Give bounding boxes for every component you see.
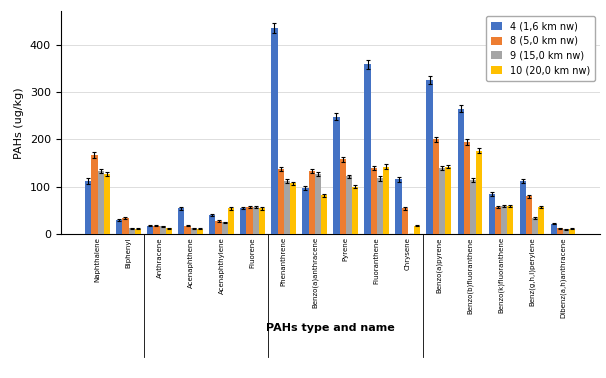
Bar	[339, 160, 346, 234]
Y-axis label: PAHs (ug/kg): PAHs (ug/kg)	[14, 87, 24, 159]
Bar	[377, 178, 383, 234]
Bar	[551, 224, 557, 234]
Bar	[278, 169, 284, 234]
Bar	[321, 195, 327, 234]
Bar	[538, 207, 544, 234]
Bar	[439, 168, 445, 234]
Bar	[464, 142, 470, 234]
Bar	[519, 181, 526, 234]
Bar	[501, 206, 507, 234]
Bar	[284, 181, 290, 234]
Bar	[85, 181, 92, 234]
Bar	[216, 221, 222, 234]
Bar	[476, 151, 482, 234]
Bar	[302, 188, 308, 234]
Bar	[122, 218, 128, 234]
Bar	[402, 208, 408, 234]
X-axis label: PAHs type and name: PAHs type and name	[266, 323, 395, 333]
Bar	[166, 228, 172, 234]
Bar	[104, 174, 110, 234]
Bar	[98, 171, 104, 234]
Bar	[222, 223, 228, 234]
Bar	[178, 208, 184, 234]
Bar	[557, 228, 563, 234]
Bar	[135, 229, 141, 234]
Bar	[290, 183, 296, 234]
Bar	[228, 208, 234, 234]
Bar	[346, 177, 352, 234]
Bar	[240, 208, 247, 234]
Bar	[315, 174, 321, 234]
Bar	[445, 166, 451, 234]
Bar	[159, 226, 166, 234]
Legend: 4 (1,6 km nw), 8 (5,0 km nw), 9 (15,0 km nw), 10 (20,0 km nw): 4 (1,6 km nw), 8 (5,0 km nw), 9 (15,0 km…	[485, 16, 595, 81]
Bar	[433, 139, 439, 234]
Bar	[184, 226, 191, 234]
Bar	[396, 179, 402, 234]
Bar	[532, 218, 538, 234]
Bar	[253, 207, 259, 234]
Bar	[383, 166, 389, 234]
Bar	[308, 171, 315, 234]
Bar	[247, 207, 253, 234]
Bar	[470, 180, 476, 234]
Bar	[526, 197, 532, 234]
Bar	[414, 226, 421, 234]
Bar	[569, 229, 576, 234]
Bar	[116, 220, 122, 234]
Bar	[458, 108, 464, 234]
Bar	[197, 229, 203, 234]
Bar	[92, 155, 98, 234]
Bar	[364, 65, 371, 234]
Bar	[371, 168, 377, 234]
Bar	[271, 28, 278, 234]
Bar	[128, 228, 135, 234]
Bar	[563, 229, 569, 234]
Bar	[494, 207, 501, 234]
Bar	[427, 80, 433, 234]
Bar	[191, 228, 197, 234]
Bar	[507, 206, 513, 234]
Bar	[153, 226, 159, 234]
Bar	[259, 208, 265, 234]
Bar	[147, 226, 153, 234]
Bar	[352, 187, 358, 234]
Bar	[488, 194, 494, 234]
Bar	[333, 117, 339, 234]
Bar	[209, 215, 216, 234]
